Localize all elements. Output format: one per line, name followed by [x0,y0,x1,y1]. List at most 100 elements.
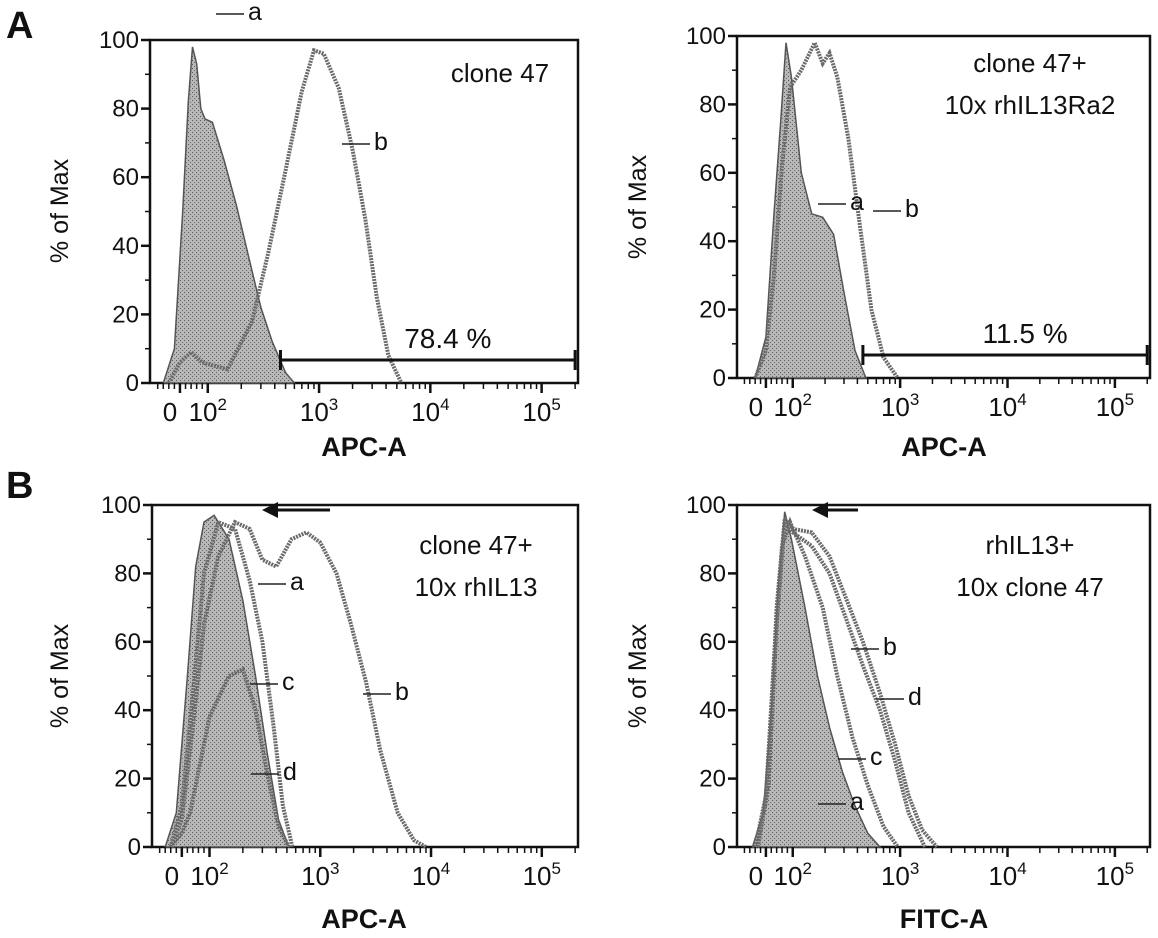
shift-arrow-head [262,502,278,518]
y-tick-label: 0 [713,834,726,861]
y-tick-label: 0 [128,834,141,861]
gate-percentage: 78.4 % [404,323,491,354]
x-tick-label: 104 [988,390,1026,422]
x-tick-exponent: 3 [910,390,919,409]
curve-label-b: b [395,678,409,706]
y-tick-label: 60 [112,164,139,191]
panel-letter-b: B [6,465,33,507]
panel-annotation: rhIL13+ [986,530,1075,560]
x-axis-label: APC-A [321,904,407,934]
y-axis-label: % of Max [624,154,652,259]
histogram-line-b [167,47,404,384]
x-axis-label: FITC-A [900,904,988,934]
y-axis-label: % of Max [624,623,652,728]
curve-label-a: a [248,0,262,26]
y-tick-label: 100 [686,23,726,50]
y-tick-label: 100 [99,27,139,54]
curve-label-c: c [870,743,883,771]
x-tick-label: 105 [1096,390,1134,422]
x-tick-exponent: 5 [551,395,560,414]
x-tick-label: 0 [165,861,179,891]
x-tick-label: 105 [1096,859,1134,891]
y-tick-label: 80 [112,96,139,123]
x-tick-exponent: 3 [910,859,919,878]
histogram-panel-b-right: 0 20 40 60 80 100 0 102 103 104 105 % of Max FITC-A r… [624,492,1152,934]
panel-annotation: clone 47+ [973,48,1086,78]
x-axis-label: APC-A [321,432,407,462]
curve-label-a: a [850,788,864,816]
panel-letter-a: A [6,5,33,47]
x-tick-label: 103 [301,859,339,891]
x-tick-label: 103 [881,390,919,422]
y-tick-label: 80 [699,560,726,587]
x-tick-label: 102 [189,395,227,427]
x-tick-exponent: 4 [441,859,450,878]
y-tick-label: 20 [112,301,139,328]
histogram-area-a [754,42,868,379]
x-tick-exponent: 5 [552,859,561,878]
panel-annotation: clone 47+ [419,530,532,560]
x-tick-label: 104 [988,859,1026,891]
curve-label-b: b [905,195,919,223]
gate-percentage: 11.5 % [983,318,1068,349]
y-tick-label: 0 [713,365,726,392]
curve-label-a: a [850,188,864,216]
histogram-line-d [755,516,927,848]
y-tick-label: 80 [699,91,726,118]
y-tick-label: 40 [114,697,141,724]
x-tick-label: 0 [749,861,763,891]
histogram-panel-a-left: 0 20 40 60 80 100 0 102 103 104 105 % of Max APC-A cl… [46,0,580,462]
histogram-area-a [162,46,297,384]
curve-label-d: d [908,683,922,711]
x-tick-exponent: 5 [1125,859,1134,878]
panel-annotation: 10x rhIL13 [415,572,538,602]
x-tick-exponent: 3 [329,395,338,414]
y-tick-label: 40 [699,228,726,255]
x-axis-label: APC-A [901,432,987,462]
y-tick-label: 100 [686,492,726,519]
histogram-line-d [169,666,291,849]
x-tick-label: 103 [300,395,338,427]
histogram-panel-b-left: 0 20 40 60 80 100 0 102 103 104 105 % of Max APC-A cl… [46,492,580,934]
y-tick-label: 100 [101,492,141,519]
panel-annotation: clone 47 [451,58,549,88]
curve-label-b: b [883,633,897,661]
x-tick-exponent: 2 [219,859,228,878]
x-tick-exponent: 3 [330,859,339,878]
x-tick-label: 105 [523,859,561,891]
y-tick-label: 40 [112,233,139,260]
y-tick-label: 20 [114,766,141,793]
x-tick-label: 0 [163,397,177,427]
y-tick-label: 20 [699,297,726,324]
x-tick-exponent: 5 [1125,390,1134,409]
curve-label-d: d [283,758,297,786]
x-tick-label: 102 [190,859,228,891]
x-tick-label: 102 [774,390,812,422]
x-tick-label: 0 [749,392,763,422]
y-tick-label: 60 [114,629,141,656]
x-tick-exponent: 4 [1017,390,1026,409]
x-tick-label: 103 [881,859,919,891]
histogram-line-c [168,519,295,848]
y-tick-label: 80 [114,560,141,587]
x-tick-label: 104 [412,859,450,891]
x-tick-exponent: 2 [218,395,227,414]
curve-label-a: a [290,568,304,596]
panel-annotation: 10x clone 47 [956,572,1103,602]
x-tick-label: 105 [522,395,560,427]
y-tick-label: 40 [699,697,726,724]
y-tick-label: 60 [699,160,726,187]
histogram-panel-a-right: 0 20 40 60 80 100 0 102 103 104 105 % of Max APC-A cl… [624,23,1152,462]
y-tick-label: 60 [699,629,726,656]
y-tick-label: 20 [699,766,726,793]
x-tick-label: 104 [411,395,449,427]
x-tick-exponent: 4 [1017,859,1026,878]
y-axis-label: % of Max [46,623,74,728]
x-tick-exponent: 2 [802,390,811,409]
y-axis-label: % of Max [46,158,74,263]
panel-annotation: 10x rhIL13Ra2 [945,90,1116,120]
x-tick-label: 102 [774,859,812,891]
shift-arrow-head [812,502,828,518]
curve-label-c: c [282,668,295,696]
